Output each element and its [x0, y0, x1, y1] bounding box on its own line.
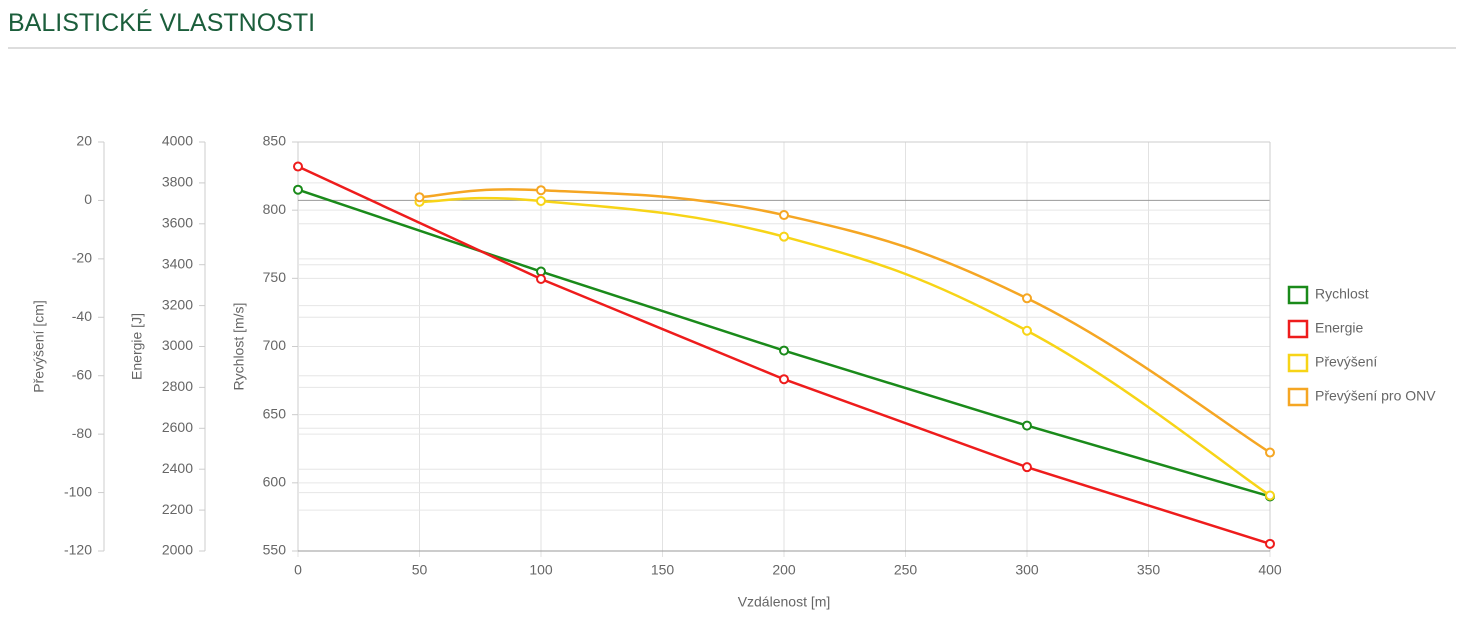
legend-swatch	[1287, 387, 1309, 407]
y-axis-title: Energie [J]	[129, 313, 145, 380]
y-tick-label: 850	[263, 133, 287, 149]
y-tick-label: -100	[64, 483, 92, 499]
y-tick-label: 3400	[162, 255, 193, 271]
data-point	[779, 231, 789, 242]
y-tick-label: 800	[263, 201, 287, 217]
y-tick-label: -60	[72, 366, 92, 382]
data-point	[536, 274, 546, 285]
y-tick-label: 550	[263, 542, 287, 558]
y-tick-label: 20	[76, 133, 92, 149]
legend-swatch	[1287, 285, 1309, 305]
y-tick-label: 700	[263, 337, 287, 353]
data-point	[1022, 420, 1032, 431]
x-axis-title: Vzdálenost [m]	[738, 594, 831, 610]
data-point	[293, 184, 303, 195]
x-tick-label: 100	[529, 562, 553, 578]
y-axis-title: Rychlost [m/s]	[231, 303, 247, 391]
legend-swatch	[1287, 353, 1309, 373]
y-tick-label: 3600	[162, 215, 193, 231]
y-tick-label: 3000	[162, 337, 193, 353]
page-title: BALISTICKÉ VLASTNOSTI	[8, 8, 315, 37]
y-tick-label: -120	[64, 542, 92, 558]
y-tick-label: 2000	[162, 542, 193, 558]
legend-label: Převýšení	[1315, 354, 1377, 370]
data-point	[293, 161, 303, 172]
x-tick-label: 0	[294, 562, 302, 578]
x-tick-label: 250	[894, 562, 918, 578]
y-tick-label: 3800	[162, 174, 193, 190]
data-point	[1022, 462, 1032, 473]
data-point	[1265, 490, 1275, 501]
legend-label: Rychlost	[1315, 286, 1369, 302]
data-point	[1265, 538, 1275, 549]
legend-swatch	[1287, 319, 1309, 339]
x-tick-label: 400	[1258, 562, 1282, 578]
y-tick-label: -40	[72, 308, 92, 324]
y-axis-title: Převýšení [cm]	[31, 300, 47, 393]
y-tick-label: 2800	[162, 378, 193, 394]
data-point	[779, 345, 789, 356]
y-tick-label: 2600	[162, 419, 193, 435]
x-tick-label: 300	[1015, 562, 1039, 578]
series-line	[419, 196, 1271, 497]
y-tick-label: -20	[72, 250, 92, 266]
data-point	[536, 196, 546, 207]
legend-label: Energie	[1315, 320, 1363, 336]
y-tick-label: 600	[263, 474, 287, 490]
y-tick-label: 750	[263, 269, 287, 285]
series-line	[419, 188, 1271, 454]
data-point	[779, 210, 789, 221]
y-tick-label: 0	[84, 191, 92, 207]
x-tick-label: 150	[651, 562, 675, 578]
y-tick-label: 4000	[162, 133, 193, 149]
y-tick-label: 2200	[162, 501, 193, 517]
data-point	[1022, 293, 1032, 304]
y-tick-label: 3200	[162, 296, 193, 312]
data-point	[779, 374, 789, 385]
y-tick-label: -80	[72, 425, 92, 441]
legend-label: Převýšení pro ONV	[1315, 388, 1436, 404]
y-tick-label: 650	[263, 405, 287, 421]
data-point	[414, 192, 425, 203]
y-tick-label: 2400	[162, 460, 193, 476]
x-tick-label: 350	[1137, 562, 1161, 578]
data-point	[1265, 447, 1275, 458]
x-tick-label: 50	[412, 562, 428, 578]
x-tick-label: 200	[772, 562, 796, 578]
data-point	[1022, 325, 1032, 336]
data-point	[536, 185, 546, 196]
